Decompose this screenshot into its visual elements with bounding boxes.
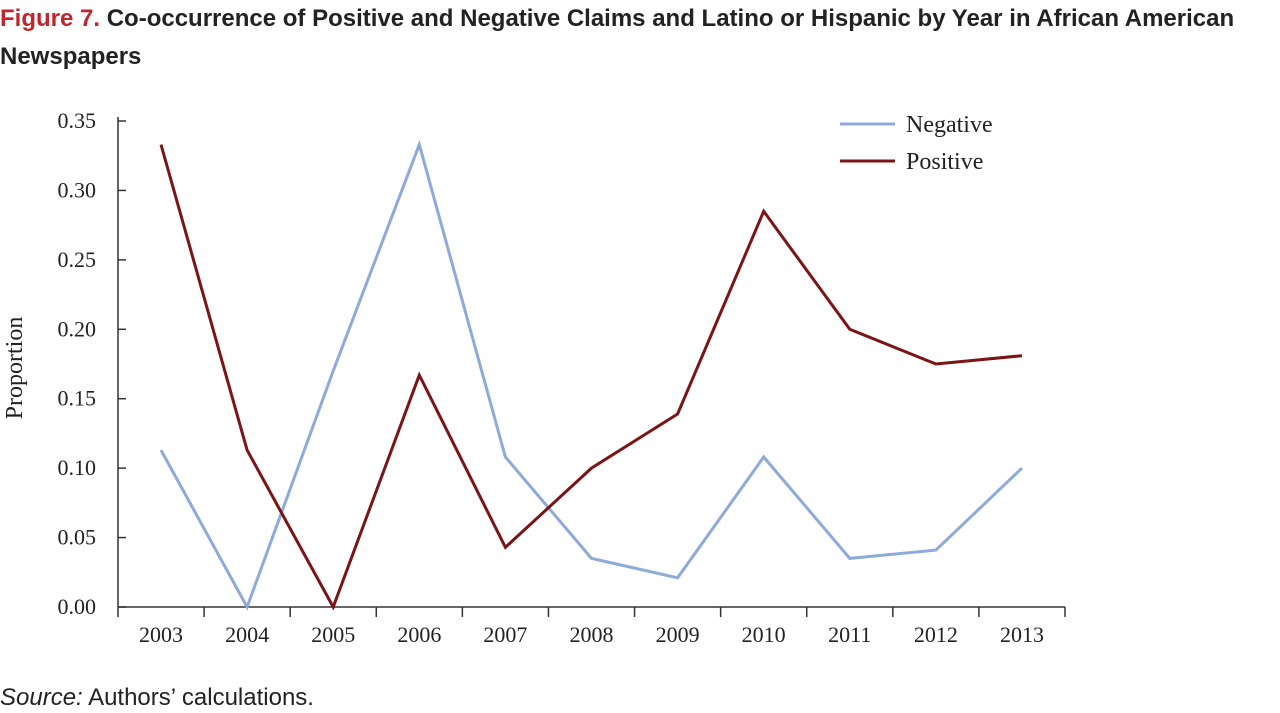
figure-title: Figure 7. Co-occurrence of Positive and … bbox=[0, 0, 1280, 76]
source-text: Authors’ calculations. bbox=[88, 684, 314, 711]
x-tick-label: 2005 bbox=[311, 622, 355, 647]
chart-axes: 0.00 0.05 0.10 0.15 0.20 0.25 0.30 0.35 2003 2004… bbox=[58, 108, 1066, 647]
x-tick-label: 2003 bbox=[139, 622, 183, 647]
figure-label: Figure 7. bbox=[0, 5, 101, 32]
x-tick-label: 2008 bbox=[570, 622, 614, 647]
y-tick-label: 0.05 bbox=[58, 525, 97, 550]
x-tick-label: 2013 bbox=[1000, 622, 1044, 647]
y-tick-label: 0.20 bbox=[58, 316, 97, 341]
chart-series bbox=[159, 139, 1024, 611]
x-tick-label: 2010 bbox=[742, 622, 786, 647]
series-line-negative bbox=[159, 139, 1024, 611]
figure-title-text: Co-occurrence of Positive and Negative C… bbox=[0, 5, 1235, 70]
y-tick-label: 0.15 bbox=[58, 386, 97, 411]
source-note: Source: Authors’ calculations. bbox=[0, 684, 314, 712]
x-tick-label: 2011 bbox=[828, 622, 871, 647]
x-tick-label: 2007 bbox=[483, 622, 527, 647]
x-tick-label: 2012 bbox=[914, 622, 958, 647]
y-tick-label: 0.00 bbox=[58, 594, 97, 619]
x-tick-label: 2004 bbox=[225, 622, 269, 647]
source-label: Source: bbox=[0, 684, 83, 711]
y-tick-label: 0.10 bbox=[58, 455, 97, 480]
x-tick-label: 2009 bbox=[656, 622, 700, 647]
y-tick-label: 0.25 bbox=[58, 247, 97, 272]
x-tick-label: 2006 bbox=[397, 622, 441, 647]
legend-label-negative: Negative bbox=[906, 112, 993, 138]
series-line-positive bbox=[159, 144, 1023, 611]
y-tick-label: 0.35 bbox=[58, 108, 97, 133]
y-axis-title: Proportion bbox=[2, 317, 28, 420]
chart-legend: Negative Positive bbox=[840, 112, 993, 175]
y-tick-label: 0.30 bbox=[58, 177, 97, 202]
legend-label-positive: Positive bbox=[906, 149, 983, 175]
